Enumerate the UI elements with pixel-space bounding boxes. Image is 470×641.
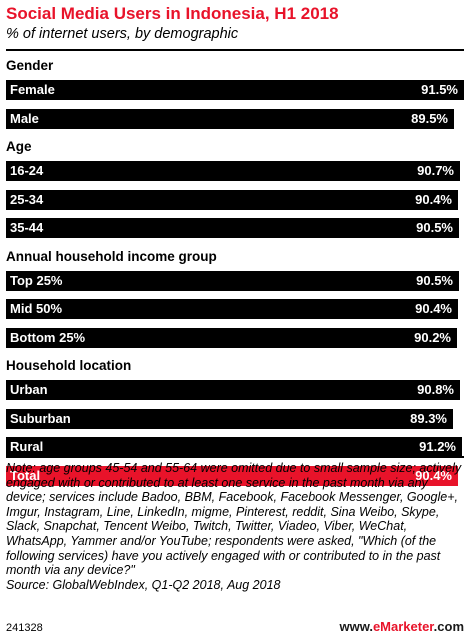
bar-value-label: 90.4% <box>415 467 452 483</box>
bar-label: Top 25% <box>10 272 63 288</box>
brand-suffix: .com <box>433 619 464 634</box>
chart-title: Social Media Users in Indonesia, H1 2018 <box>6 4 339 23</box>
bar: 16-24 90.7% <box>6 161 460 181</box>
bar-label: Female <box>10 82 55 97</box>
bar-label: Suburban <box>10 410 71 426</box>
group-heading: Gender <box>6 58 54 73</box>
top-rule <box>6 49 464 51</box>
chart-subtitle: % of internet users, by demographic <box>6 26 239 42</box>
bar-label: Rural <box>10 439 44 454</box>
bar-value-label: 90.7% <box>417 163 454 178</box>
bar-label: 25-34 <box>10 191 44 207</box>
total-bar: Total 90.4% <box>6 465 458 486</box>
bottom-rule <box>6 456 464 458</box>
bar-label: Bottom 25% <box>10 329 86 345</box>
bar: Suburban 89.3% <box>6 408 453 429</box>
bar-label: 16-24 <box>10 163 44 178</box>
emarketer-logo[interactable]: www.eMarketer.com <box>339 619 464 635</box>
chart-id: 241328 <box>6 622 43 634</box>
bar-label: Total <box>10 467 41 483</box>
bar: Bottom 25% 90.2% <box>6 327 457 348</box>
bar: Top 25% 90.5% <box>6 270 459 291</box>
bar-value-label: 91.5% <box>421 82 458 97</box>
chart-notes: Note: age groups 45-54 and 55-64 were om… <box>6 461 464 592</box>
bar: Female 91.5% <box>6 80 464 100</box>
bar-value-label: 90.4% <box>415 191 452 207</box>
bar-value-label: 90.8% <box>417 382 454 397</box>
bar-value-label: 90.2% <box>414 329 451 345</box>
brand-prefix: www. <box>339 619 373 634</box>
bar: 35-44 90.5% <box>6 218 459 238</box>
bar-value-label: 90.5% <box>416 272 453 288</box>
bar-value-label: 91.2% <box>419 439 456 454</box>
bar-value-label: 89.3% <box>410 410 447 426</box>
bar: 25-34 90.4% <box>6 189 458 210</box>
note-text: Note: age groups 45-54 and 55-64 were om… <box>6 461 462 578</box>
group-heading: Annual household income group <box>6 248 217 264</box>
bar: Rural 91.2% <box>6 437 462 457</box>
brand-name: eMarketer <box>372 619 434 634</box>
group-heading: Household location <box>6 358 132 373</box>
bar-label: 35-44 <box>10 220 44 235</box>
bar-value-label: 90.5% <box>416 220 453 235</box>
bar-chart: Gender Female 91.5% Male 89.5% Age 16-24 90.7% 2… <box>6 58 464 486</box>
bar-label: Urban <box>10 382 48 397</box>
bar-value-label: 90.4% <box>415 301 452 316</box>
bar: Urban 90.8% <box>6 380 460 400</box>
group-heading: Age <box>6 139 32 154</box>
bar-value-label: 89.5% <box>411 110 448 126</box>
bar-label: Mid 50% <box>10 301 63 316</box>
source-text: Source: GlobalWebIndex, Q1-Q2 2018, Aug … <box>6 577 281 592</box>
bar: Male 89.5% <box>6 108 454 129</box>
bar: Mid 50% 90.4% <box>6 299 458 319</box>
bar-label: Male <box>10 110 39 126</box>
